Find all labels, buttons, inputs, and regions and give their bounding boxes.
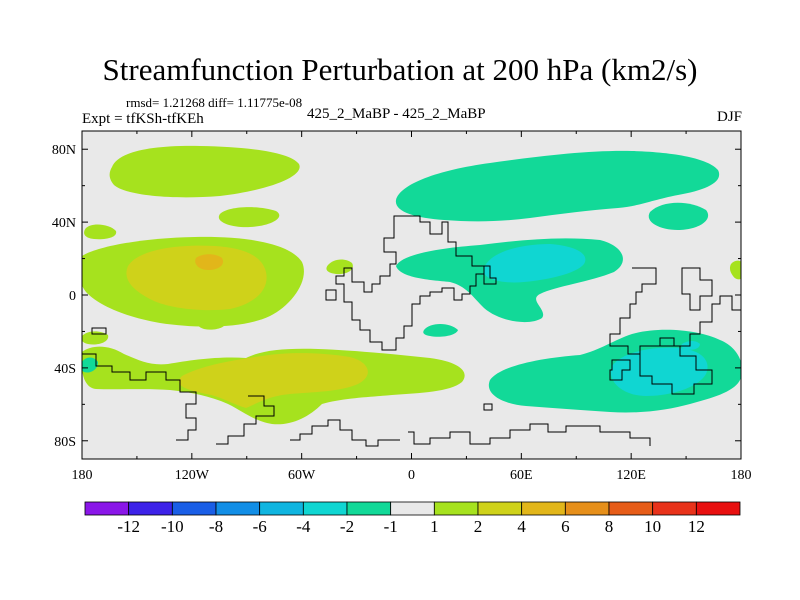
coastline-south-asia bbox=[483, 265, 497, 285]
colorbar-swatch bbox=[346, 501, 392, 516]
colorbar-swatch bbox=[652, 501, 697, 516]
colorbar-label: -10 bbox=[161, 517, 184, 536]
y-tick-label: 0 bbox=[69, 289, 76, 304]
coastline-antarctic bbox=[290, 419, 400, 447]
y-tick-label: 80S bbox=[54, 435, 76, 450]
colorbar-label: 8 bbox=[605, 517, 614, 536]
contour-north-atlantic-negative bbox=[648, 202, 709, 230]
colorbar-label: 6 bbox=[561, 517, 570, 536]
y-tick-label: 40S bbox=[54, 362, 76, 377]
coastline-west-americas bbox=[82, 353, 197, 441]
stats-label: rmsd= 1.21268 diff= 1.11775e-08 bbox=[126, 95, 303, 110]
coastline-small-island-3 bbox=[325, 289, 337, 301]
coastline-small-island-2 bbox=[483, 403, 493, 411]
colorbar-swatch bbox=[390, 501, 435, 516]
colorbar-swatch bbox=[215, 501, 261, 516]
coastline-australia bbox=[609, 359, 631, 381]
axis-ticks-layer: 180 120W 60W 0 60E 120E 180 80N 40N 0 40S 80S bbox=[52, 131, 752, 483]
contour-south-pacific-small bbox=[200, 382, 220, 392]
colorbar: -12 -10 -8 -6 -4 -2 -1 1 2 4 6 8 10 12 bbox=[84, 501, 741, 536]
experiment-label: Expt = tfKSh-tfKEh bbox=[82, 111, 204, 127]
colorbar-label: -6 bbox=[253, 517, 267, 536]
colorbar-swatch bbox=[259, 501, 304, 516]
colorbar-label: 2 bbox=[474, 517, 483, 536]
season-label: DJF bbox=[716, 109, 742, 125]
contour-small-north-2 bbox=[84, 224, 117, 240]
colorbar-label: 10 bbox=[644, 517, 661, 536]
colorbar-label: 4 bbox=[517, 517, 526, 536]
contour-tropical-pacific-mid bbox=[126, 245, 267, 311]
x-tick-label: 120W bbox=[175, 468, 210, 483]
colorbar-swatch bbox=[608, 501, 654, 516]
coastline-east-islands bbox=[681, 267, 713, 311]
x-tick-label: 60E bbox=[510, 468, 533, 483]
contour-tropical-indian-core bbox=[483, 244, 586, 283]
x-tick-label: 60W bbox=[288, 468, 316, 483]
y-tick-label: 40N bbox=[52, 216, 76, 231]
contour-south-indian-negative bbox=[423, 324, 458, 337]
coastline-australia-main bbox=[639, 345, 713, 395]
colorbar-label: -2 bbox=[340, 517, 354, 536]
contour-south-australia-small bbox=[681, 341, 700, 350]
x-tick-label: 180 bbox=[72, 468, 93, 483]
coastline-south-america bbox=[216, 395, 275, 445]
colorbar-swatch bbox=[564, 501, 610, 516]
colorbar-label: -4 bbox=[296, 517, 311, 536]
contour-small-east bbox=[729, 260, 741, 280]
contour-west-negative bbox=[82, 357, 98, 373]
colorbar-label: 12 bbox=[688, 517, 705, 536]
contour-fill-layer bbox=[82, 145, 741, 425]
experiment-name-label: 425_2_MaBP - 425_2_MaBP bbox=[307, 106, 486, 122]
coastline-antarctic-east bbox=[408, 423, 651, 446]
contour-south-pacific-mid bbox=[178, 353, 368, 408]
contour-south-australia-core bbox=[610, 347, 708, 396]
colorbar-label: -12 bbox=[117, 517, 140, 536]
x-tick-label: 0 bbox=[408, 468, 415, 483]
chart-title: Streamfunction Perturbation at 200 hPa (… bbox=[102, 52, 698, 87]
colorbar-swatch bbox=[302, 501, 348, 516]
colorbar-label: -1 bbox=[384, 517, 398, 536]
x-tick-label: 120E bbox=[616, 468, 646, 483]
y-tick-label: 80N bbox=[52, 143, 76, 158]
coastline-layer bbox=[82, 215, 741, 447]
colorbar-swatch bbox=[477, 501, 523, 516]
contour-north-europe-negative bbox=[395, 150, 720, 222]
colorbar-swatch bbox=[171, 501, 217, 516]
coastline-small-island-1 bbox=[91, 327, 107, 335]
colorbar-label: -8 bbox=[209, 517, 223, 536]
x-tick-label: 180 bbox=[731, 468, 752, 483]
colorbar-swatch bbox=[433, 501, 479, 516]
colorbar-swatch bbox=[84, 501, 130, 516]
colorbar-label: 1 bbox=[430, 517, 439, 536]
contour-tropical-pacific-max bbox=[195, 254, 224, 270]
colorbar-swatch bbox=[128, 501, 173, 516]
coastline-africa-eurasia bbox=[335, 215, 485, 351]
contour-small-north-1 bbox=[218, 207, 280, 228]
contour-north-pacific bbox=[109, 145, 300, 198]
contour-south-far-west bbox=[82, 331, 109, 345]
colorbar-swatch bbox=[695, 501, 741, 516]
colorbar-swatch bbox=[521, 501, 566, 516]
contour-small-north-3 bbox=[326, 259, 353, 275]
